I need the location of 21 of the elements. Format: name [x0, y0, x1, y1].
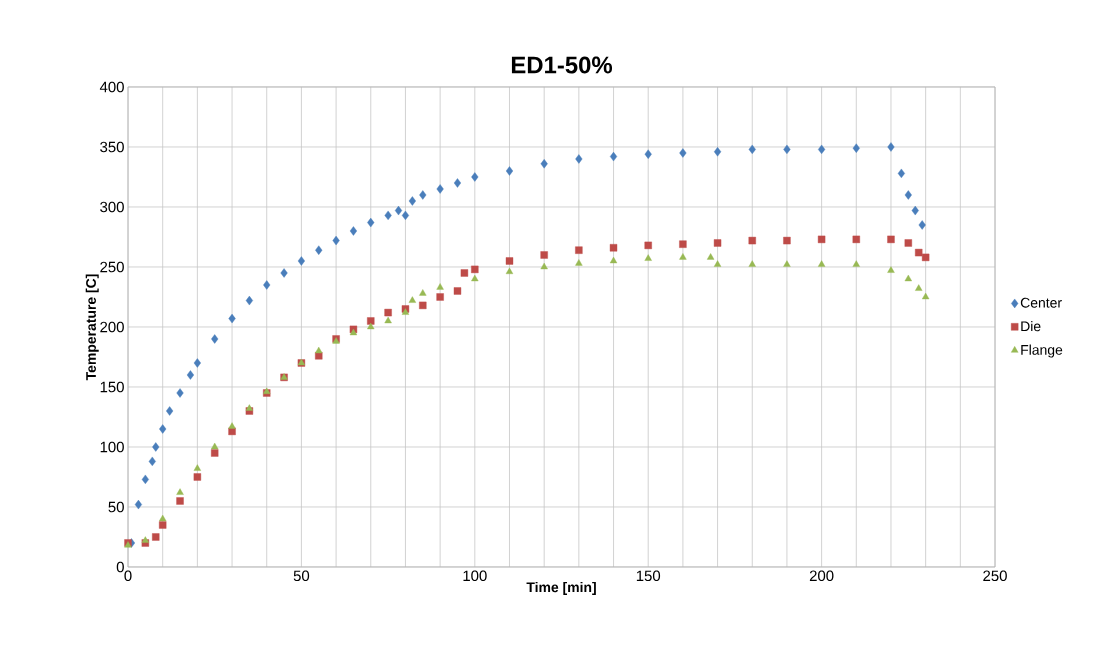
y-tick-label: 350: [100, 141, 124, 153]
y-tick-label: 150: [100, 381, 124, 393]
y-axis-title: Temperature [C]: [85, 274, 99, 381]
y-tick-label: 100: [100, 441, 124, 453]
x-tick-label: 200: [809, 570, 834, 582]
y-tick-label: 400: [99, 81, 124, 93]
y-tick-label: 300: [100, 201, 124, 213]
y-tick-label: 200: [100, 321, 124, 333]
y-tick-label: 0: [116, 561, 124, 573]
x-axis-title: Time [min]: [526, 581, 596, 595]
x-tick-label: 150: [636, 570, 661, 582]
legend-label: Die: [1021, 321, 1041, 332]
chart-title: ED1-50%: [511, 56, 613, 74]
y-tick-label: 250: [100, 261, 124, 273]
legend-label: Center: [1020, 297, 1062, 308]
x-tick-label: 0: [124, 570, 132, 582]
legend-label: Flange: [1021, 344, 1063, 358]
x-tick-label: 250: [983, 570, 1007, 582]
y-tick-label: 50: [108, 501, 124, 513]
x-tick-label: 100: [463, 570, 487, 582]
x-tick-label: 50: [293, 570, 310, 582]
